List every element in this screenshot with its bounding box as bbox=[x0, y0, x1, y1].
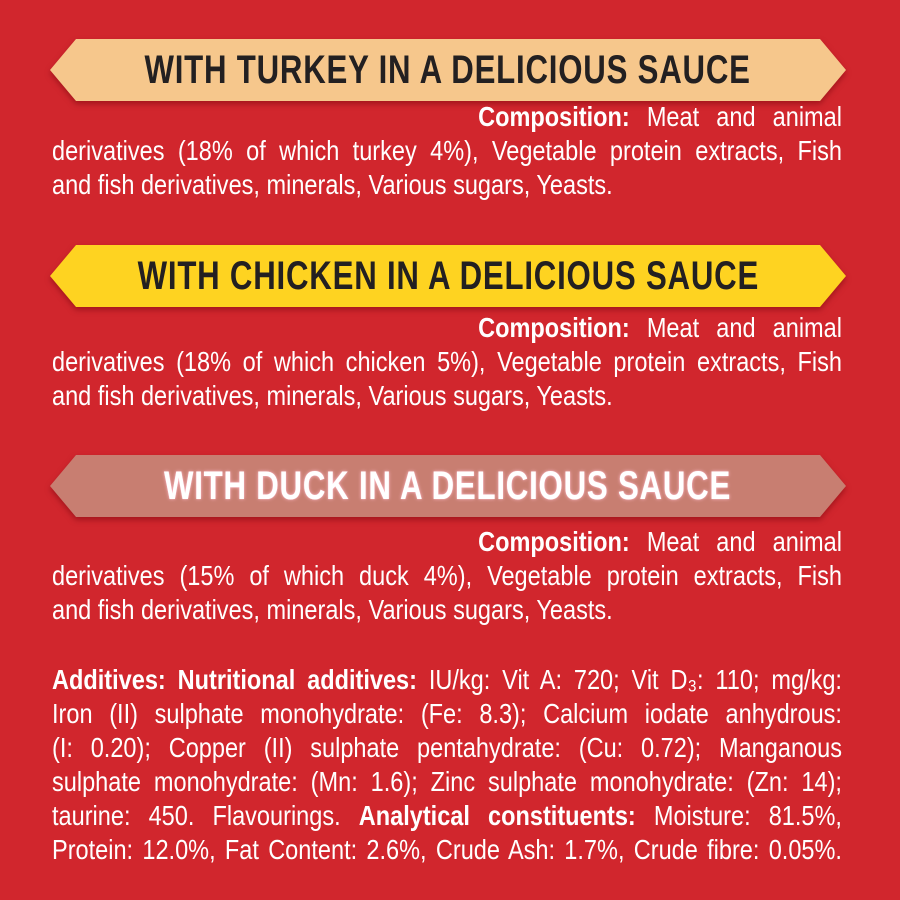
additives-line-5: taurine: 450. Flavourings. Analytical co… bbox=[52, 799, 842, 833]
turkey-composition-line-3: and fish derivatives, minerals, Various … bbox=[52, 169, 613, 200]
composition-label: Composition: bbox=[478, 526, 630, 557]
chicken-composition-line-3: and fish derivatives, minerals, Various … bbox=[52, 380, 613, 411]
chicken-banner: WITH CHICKEN IN A DELICIOUS SAUCE bbox=[50, 245, 846, 307]
duck-composition-line-1-text: Meat and animal bbox=[629, 526, 842, 557]
duck-composition-paragraph: Composition: Meat and animal derivatives… bbox=[52, 525, 842, 627]
duck-banner: WITH DUCK IN A DELICIOUS SAUCE bbox=[50, 455, 846, 517]
duck-composition-line-2: derivatives (15% of which duck 4%), Vege… bbox=[52, 560, 842, 591]
additives-line-1-text: IU/kg: Vit A: 720; Vit D₃: 110; mg/kg: bbox=[416, 664, 842, 695]
chicken-banner-ribbon: WITH CHICKEN IN A DELICIOUS SAUCE bbox=[50, 245, 846, 307]
turkey-banner-ribbon: WITH TURKEY IN A DELICIOUS SAUCE bbox=[50, 39, 846, 101]
turkey-composition-line-1: Composition: Meat and animal bbox=[52, 100, 842, 134]
chicken-composition-paragraph: Composition: Meat and animal derivatives… bbox=[52, 311, 842, 413]
chicken-composition-line-1-text: Meat and animal bbox=[629, 312, 842, 343]
chicken-banner-label: WITH CHICKEN IN A DELICIOUS SAUCE bbox=[137, 253, 759, 298]
additives-label: Additives: Nutritional additives: bbox=[52, 664, 417, 695]
turkey-banner: WITH TURKEY IN A DELICIOUS SAUCE bbox=[50, 39, 846, 101]
turkey-banner-label: WITH TURKEY IN A DELICIOUS SAUCE bbox=[144, 47, 752, 92]
additives-line-3: (I: 0.20); Copper (II) sulphate pentahyd… bbox=[52, 732, 842, 763]
additives-line-5-pre: taurine: 450. Flavourings. bbox=[52, 800, 359, 831]
composition-label: Composition: bbox=[478, 312, 630, 343]
duck-banner-ribbon: WITH DUCK IN A DELICIOUS SAUCE bbox=[50, 455, 846, 517]
analytical-constituents-label: Analytical constituents: bbox=[358, 800, 636, 831]
turkey-composition-line-2: derivatives (18% of which turkey 4%), Ve… bbox=[52, 135, 842, 166]
duck-composition-line-3: and fish derivatives, minerals, Various … bbox=[52, 594, 613, 625]
additives-line-2: Iron (II) sulphate monohydrate: (Fe: 8.3… bbox=[52, 698, 842, 729]
additives-line-6: Protein: 12.0%, Fat Content: 2.6%, Crude… bbox=[52, 834, 842, 865]
additives-line-4: sulphate monohydrate: (Mn: 1.6); Zinc su… bbox=[52, 766, 842, 797]
duck-composition-line-1: Composition: Meat and animal bbox=[52, 525, 842, 559]
additives-line-5-text: Moisture: 81.5%, bbox=[635, 800, 842, 831]
additives-paragraph: Additives: Nutritional additives: IU/kg:… bbox=[52, 663, 842, 867]
chicken-composition-line-1: Composition: Meat and animal bbox=[52, 311, 842, 345]
chicken-composition-line-2: derivatives (18% of which chicken 5%), V… bbox=[52, 346, 842, 377]
duck-banner-label: WITH DUCK IN A DELICIOUS SAUCE bbox=[164, 463, 732, 508]
composition-label: Composition: bbox=[478, 101, 630, 132]
turkey-composition-paragraph: Composition: Meat and animal derivatives… bbox=[52, 100, 842, 202]
turkey-composition-line-1-text: Meat and animal bbox=[629, 101, 842, 132]
additives-line-1: Additives: Nutritional additives: IU/kg:… bbox=[52, 663, 842, 697]
